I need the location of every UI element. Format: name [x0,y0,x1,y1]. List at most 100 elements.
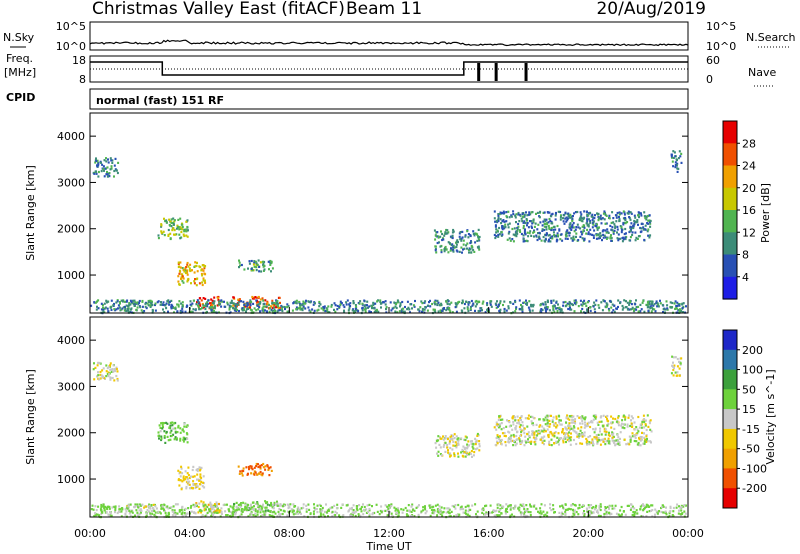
echo-cell [621,304,624,308]
echo-cell [263,260,266,264]
echo-cell [496,434,499,437]
echo-cell [345,301,348,304]
noise-sky-label: N.Sky [3,31,35,44]
echo-cell [531,415,534,418]
echo-cell [201,283,204,287]
echo-cell [529,505,532,508]
echo-cell [652,304,655,307]
echo-cell [454,306,457,309]
echo-cell [590,215,593,218]
echo-cell [174,514,177,517]
echo-cell [569,439,572,442]
echo-cell [328,311,331,314]
echo-cell [193,280,196,283]
echo-cell [262,302,265,306]
echo-cell [555,301,558,304]
echo-cell [600,433,603,436]
echo-cell [223,300,225,303]
echo-cell [477,309,480,313]
echo-cell [458,300,461,303]
echo-cell [626,425,629,428]
echo-cell [536,434,539,437]
echo-cell [164,220,167,223]
echo-cell [373,511,376,515]
echo-cell [598,507,601,510]
echo-cell [593,431,596,434]
echo-cell [670,155,673,158]
echo-cell [659,299,661,302]
echo-cell [304,307,307,310]
y-tick-label: 1000 [57,269,85,282]
echo-cell [661,303,664,307]
echo-cell [581,422,584,425]
echo-cell [259,467,262,470]
echo-cell [506,238,509,241]
y-tick-label: 4000 [57,334,85,347]
echo-cell [685,305,687,308]
echo-cell [348,509,350,512]
echo-cell [637,430,640,433]
echo-cell [503,307,506,311]
echo-cell [610,415,613,418]
echo-cell [489,301,492,304]
echo-cell [250,300,253,303]
echo-cell [586,424,589,427]
echo-cell [360,510,363,513]
echo-cell [439,511,442,514]
echo-cell [630,415,633,418]
echo-cell [564,300,567,304]
echo-cell [523,444,526,447]
echo-cell [253,508,255,511]
echo-cell [527,213,530,216]
echo-cell [202,297,205,300]
echo-cell [559,238,562,241]
echo-cell [474,232,477,235]
echo-cell [591,507,594,510]
echo-cell [514,427,517,430]
echo-cell [512,444,515,447]
echo-cell [448,307,451,310]
echo-cell [252,501,255,504]
echo-cell [559,423,562,426]
echo-cell [466,306,469,309]
echo-cell [201,302,204,306]
echo-cell [568,302,571,306]
echo-cell [229,510,232,514]
echo-cell [495,235,498,238]
echo-cell [115,301,118,304]
echo-cell [544,238,547,241]
echo-cell [462,243,465,246]
echo-cell [350,508,353,511]
echo-cell [300,507,303,510]
echo-cell [261,260,264,263]
echo-cell [457,452,459,455]
echo-cell [651,302,653,305]
echo-cell [245,305,248,308]
echo-cell [449,437,452,441]
echo-cell [297,307,300,310]
echo-cell [147,304,150,307]
echo-cell [645,505,648,508]
echo-cell [436,231,439,234]
echo-cell [523,231,526,235]
echo-cell [172,433,175,436]
echo-cell [569,306,571,309]
echo-cell [226,303,229,306]
echo-cell [95,170,97,173]
echo-cell [634,231,637,234]
echo-cell [583,299,586,302]
echo-cell [635,306,638,309]
echo-cell [595,434,598,437]
echo-cell [434,310,437,313]
echo-cell [543,439,546,442]
echo-cell [122,306,125,309]
echo-cell [529,310,532,313]
echo-cell [624,219,627,222]
echo-cell [170,429,173,432]
echo-cell [622,223,625,226]
echo-cell [153,513,156,517]
echo-cell [658,510,661,513]
echo-cell [640,230,643,233]
echo-cell [333,308,335,311]
echo-cell [599,232,602,235]
